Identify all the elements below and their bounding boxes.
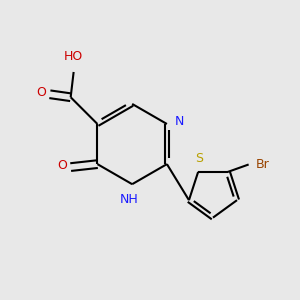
Text: O: O	[57, 159, 67, 172]
Text: NH: NH	[120, 193, 139, 206]
Text: HO: HO	[64, 50, 83, 63]
Text: N: N	[174, 115, 184, 128]
Text: Br: Br	[256, 158, 269, 171]
Text: O: O	[36, 86, 46, 99]
Text: S: S	[196, 152, 204, 165]
